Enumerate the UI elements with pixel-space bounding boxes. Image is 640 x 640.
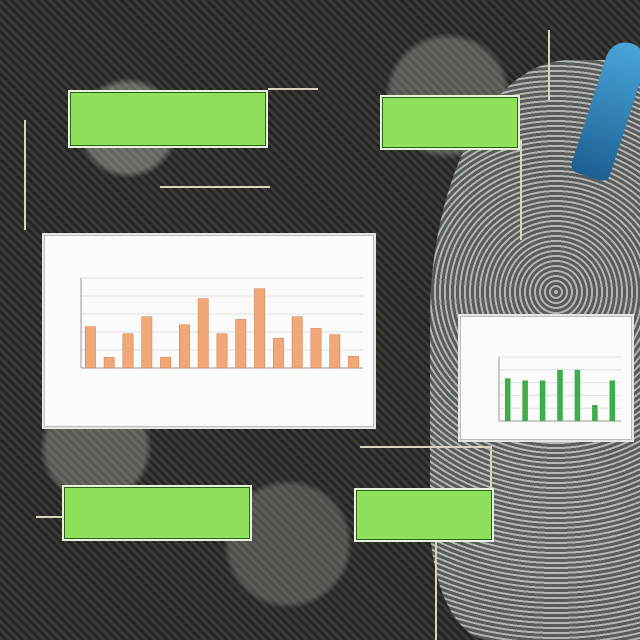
bar: [609, 380, 616, 421]
bar: [197, 298, 209, 369]
callout-label-bottom-right: [354, 488, 494, 542]
bar: [160, 356, 172, 369]
callout-label-top-left: [68, 90, 268, 148]
bar: [348, 356, 360, 369]
bar: [84, 326, 96, 369]
leader-line: [160, 186, 270, 188]
bar: [141, 316, 153, 369]
bar: [103, 356, 115, 369]
bar: [291, 316, 303, 369]
main-bar-chart: [80, 277, 363, 369]
leader-line: [36, 516, 62, 518]
bar: [254, 288, 266, 369]
bar: [539, 380, 546, 421]
bar: [178, 324, 190, 369]
leader-line: [520, 140, 522, 240]
leader-line: [24, 120, 26, 230]
bar: [122, 333, 134, 369]
leader-line: [435, 542, 437, 640]
bar: [557, 369, 563, 421]
leader-line: [268, 88, 318, 90]
small-bar-chart: [498, 356, 621, 422]
bar: [592, 405, 598, 421]
bar: [574, 369, 581, 421]
leader-line: [360, 446, 490, 448]
leader-line: [490, 446, 492, 492]
bar: [272, 338, 284, 369]
bar-chart-panel-small: [460, 316, 632, 440]
bar-chart-panel-main: [44, 235, 374, 427]
callout-label-bottom-left: [62, 485, 252, 541]
bar: [329, 334, 341, 369]
bar: [310, 328, 322, 369]
bar: [522, 380, 528, 421]
bar: [504, 378, 511, 421]
bar: [235, 319, 247, 369]
leader-line: [548, 30, 550, 100]
bar: [216, 333, 228, 369]
callout-label-top-right: [380, 95, 520, 150]
